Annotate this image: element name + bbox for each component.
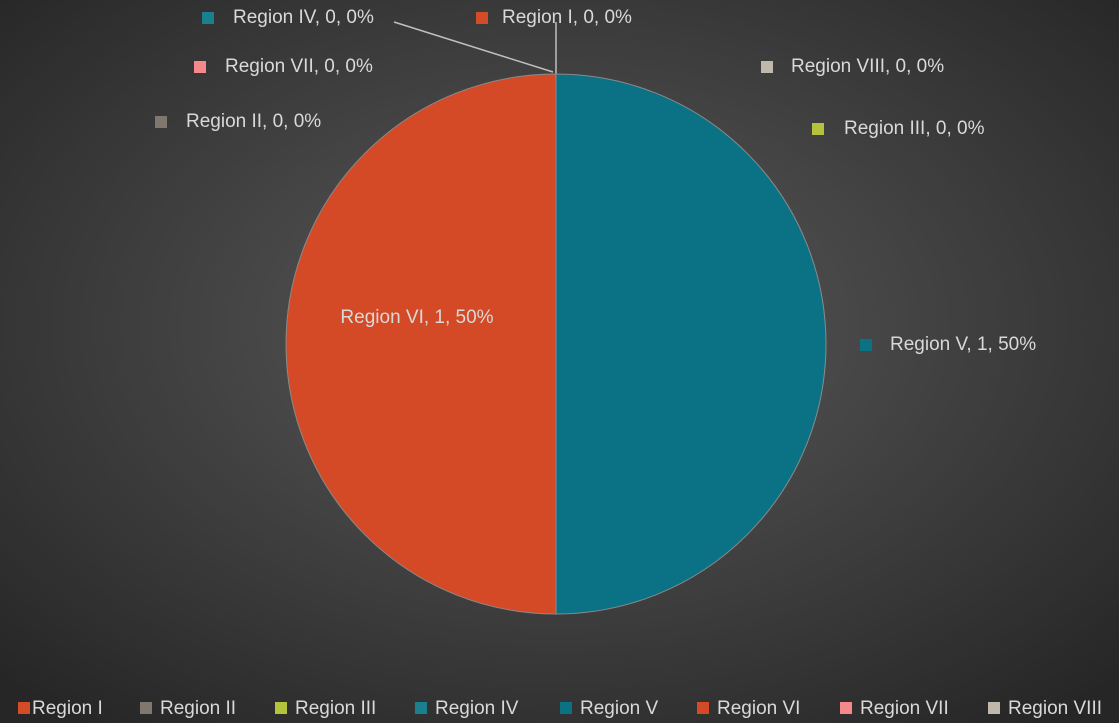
legend-label: Region V: [580, 698, 658, 719]
label-key: [812, 123, 824, 135]
legend-swatch: [415, 702, 427, 714]
legend-label: Region I: [32, 698, 103, 719]
data-label: Region III, 0, 0%: [844, 118, 985, 139]
legend-swatch: [18, 702, 30, 714]
data-label: Region VII, 0, 0%: [225, 56, 373, 77]
label-key: [476, 12, 488, 24]
leader-line: [393, 21, 554, 73]
label-key: [761, 61, 773, 73]
data-label: Region VI, 1, 50%: [340, 307, 493, 328]
legend-label: Region II: [160, 698, 236, 719]
legend-label: Region IV: [435, 698, 519, 719]
label-key: [194, 61, 206, 73]
legend-swatch: [560, 702, 572, 714]
legend-swatch: [840, 702, 852, 714]
label-key: [860, 339, 872, 351]
legend-label: Region VII: [860, 698, 949, 719]
legend-swatch: [140, 702, 152, 714]
legend-swatch: [697, 702, 709, 714]
pie-slice: [555, 73, 827, 615]
legend-label: Region VIII: [1008, 698, 1102, 719]
data-label: Region II, 0, 0%: [186, 111, 321, 132]
data-label: Region I, 0, 0%: [502, 7, 632, 28]
data-label: Region VIII, 0, 0%: [791, 56, 944, 77]
legend-swatch: [988, 702, 1000, 714]
data-label: Region IV, 0, 0%: [233, 7, 374, 28]
label-key: [202, 12, 214, 24]
pie-slice: [285, 73, 557, 615]
label-key: [155, 116, 167, 128]
legend-swatch: [275, 702, 287, 714]
legend-label: Region VI: [717, 698, 800, 719]
legend-label: Region III: [295, 698, 376, 719]
data-label: Region V, 1, 50%: [890, 334, 1036, 355]
